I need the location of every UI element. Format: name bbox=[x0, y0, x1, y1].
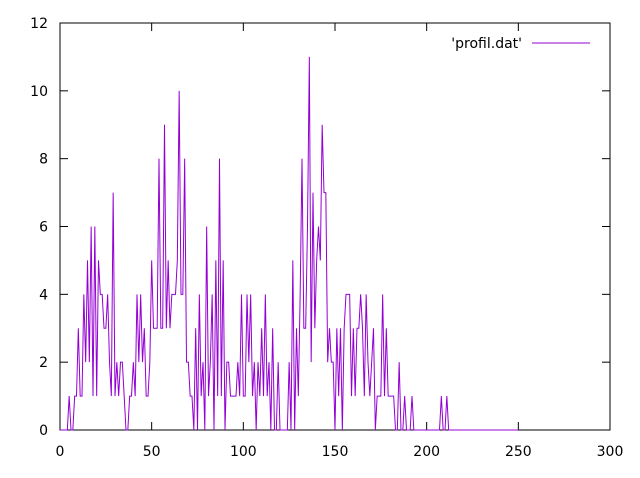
x-tick-label: 200 bbox=[413, 444, 440, 460]
y-tick-label: 0 bbox=[39, 423, 48, 439]
legend-label: 'profil.dat' bbox=[451, 36, 522, 52]
y-tick-label: 4 bbox=[39, 287, 48, 303]
y-tick-label: 2 bbox=[39, 355, 48, 371]
x-tick-label: 300 bbox=[597, 444, 624, 460]
y-tick-label: 8 bbox=[39, 152, 48, 168]
x-tick-label: 150 bbox=[322, 444, 349, 460]
y-tick-label: 6 bbox=[39, 220, 48, 236]
x-tick-label: 250 bbox=[505, 444, 532, 460]
data-line bbox=[60, 56, 519, 431]
y-tick-label: 12 bbox=[30, 16, 48, 32]
plot-frame bbox=[59, 22, 611, 431]
x-tick-label: 100 bbox=[230, 444, 257, 460]
x-tick-label: 50 bbox=[143, 444, 161, 460]
x-tick-label: 0 bbox=[56, 444, 65, 460]
y-tick-label: 10 bbox=[30, 84, 48, 100]
